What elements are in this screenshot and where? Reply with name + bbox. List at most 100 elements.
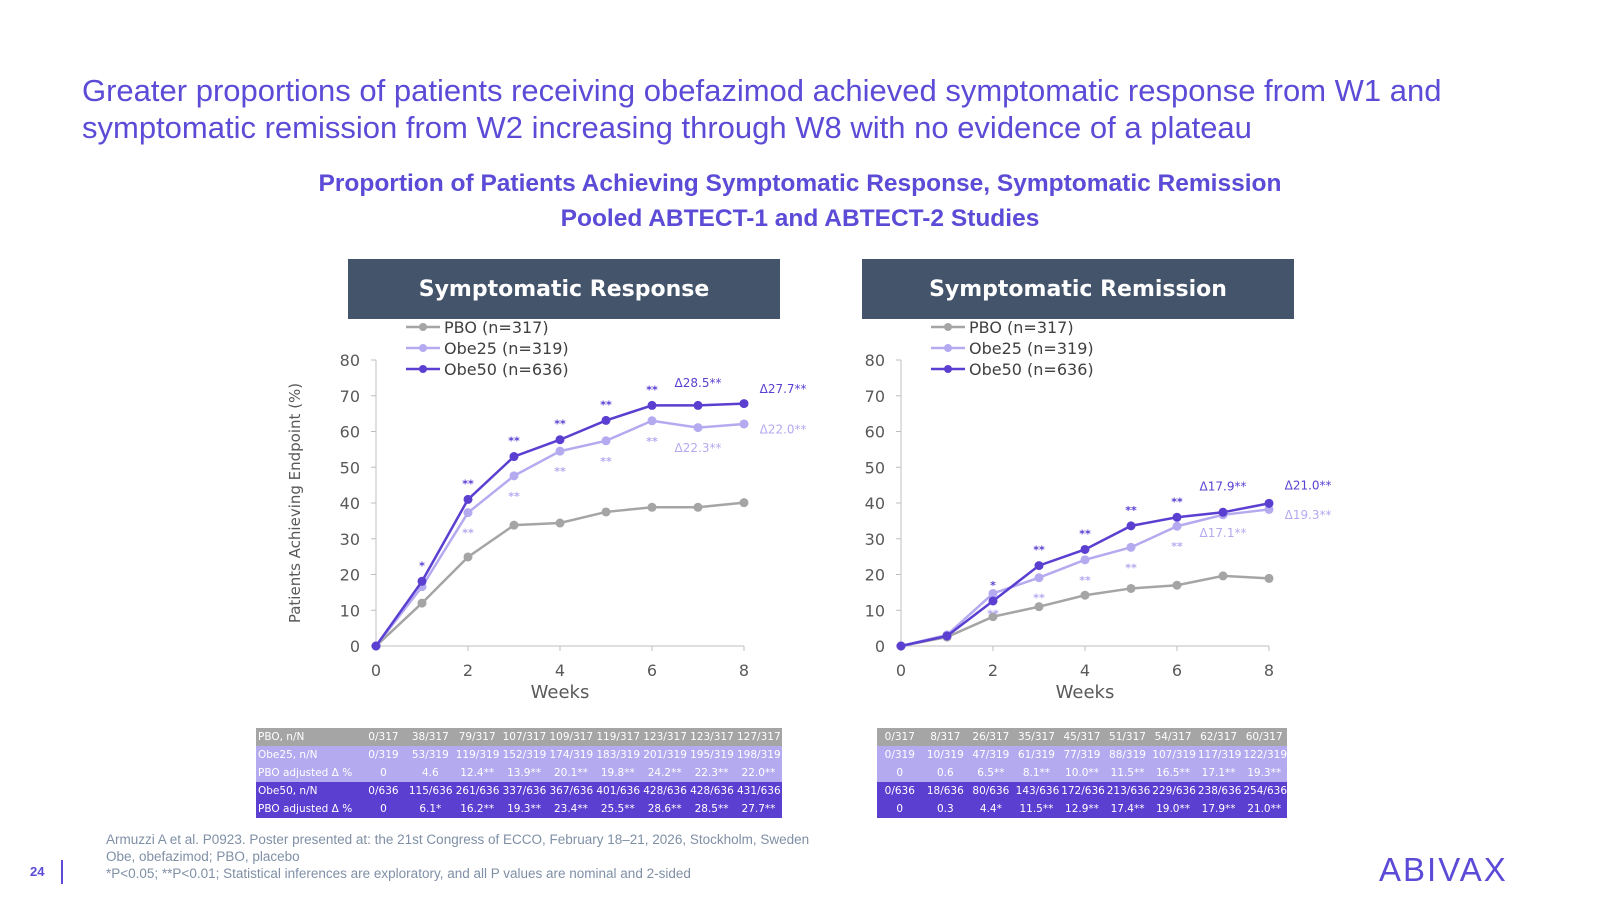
response-table-cell: 0/319 xyxy=(360,746,407,764)
remission-data-point xyxy=(896,641,906,651)
remission-x-axis-title: Weeks xyxy=(1056,682,1115,703)
response-significance-mark: ** xyxy=(462,477,474,490)
response-table-cell: 23.4** xyxy=(547,800,595,818)
remission-x-tick-label: 6 xyxy=(1172,661,1182,680)
response-table-cell: 119/319 xyxy=(453,746,501,764)
response-chart-header: Symptomatic Response xyxy=(348,259,780,319)
response-significance-mark: ** xyxy=(646,435,658,448)
remission-data-point xyxy=(1218,507,1228,517)
remission-y-tick-label: 70 xyxy=(865,387,885,406)
remission-legend-label: PBO (n=317) xyxy=(969,320,1074,337)
remission-table-cell: 0.3 xyxy=(922,800,969,818)
response-data-point xyxy=(739,399,749,409)
response-y-tick-label: 40 xyxy=(340,494,360,513)
remission-table-cell: 4.4* xyxy=(968,800,1014,818)
response-table-cell: 20.1** xyxy=(547,764,595,782)
remission-table-cell: 0/319 xyxy=(877,746,923,764)
remission-table-cell: 17.1** xyxy=(1195,764,1242,782)
response-data-point xyxy=(463,494,473,504)
remission-data-point xyxy=(1080,544,1090,554)
remission-table-cell: 19.3** xyxy=(1241,764,1287,782)
response-table-cell: 428/636 xyxy=(641,782,689,800)
response-legend-label: PBO (n=317) xyxy=(444,320,549,337)
remission-y-tick-label: 0 xyxy=(875,637,885,656)
response-table-cell: 19.3** xyxy=(500,800,548,818)
response-table-cell: 195/319 xyxy=(688,746,735,764)
remission-table-cell: 10/319 xyxy=(922,746,969,764)
remission-data-point xyxy=(1172,580,1182,590)
remission-table-cell: 54/317 xyxy=(1150,728,1196,746)
remission-table-cell: 61/319 xyxy=(1013,746,1060,764)
remission-significance-mark: ** xyxy=(1079,527,1091,540)
response-significance-mark: ** xyxy=(600,455,612,468)
response-data-point xyxy=(601,436,611,446)
response-table-cell: 428/636 xyxy=(688,782,735,800)
response-chart: 0 10 20 30 40 50 60 70 80 0 2 4 6 8 Weeks Patients Achi… xyxy=(286,320,807,703)
remission-table-cell: 60/317 xyxy=(1241,728,1287,746)
response-significance-mark: ** xyxy=(600,398,612,411)
remission-table-cell: 17.9** xyxy=(1195,800,1242,818)
remission-table-row: 0/317 8/317 26/317 35/317 45/317 51/317 54/317… xyxy=(877,728,1287,746)
response-data-point xyxy=(647,502,657,512)
remission-table-cell: 10.0** xyxy=(1059,764,1105,782)
remission-table-cell: 11.5** xyxy=(1104,764,1151,782)
remission-significance-mark: ** xyxy=(1033,592,1045,605)
response-significance-mark: ** xyxy=(646,383,658,396)
remission-data-point xyxy=(1264,498,1274,508)
slide-title: Greater proportions of patients receivin… xyxy=(82,73,1442,145)
response-table-cell: 6.1* xyxy=(406,800,454,818)
response-table-cell: 22.0** xyxy=(735,764,782,782)
response-table-cell: 337/636 xyxy=(500,782,548,800)
remission-data-point xyxy=(1034,602,1044,612)
response-table-cell: 401/636 xyxy=(594,782,642,800)
remission-table-cell: 229/636 xyxy=(1150,782,1196,800)
response-y-tick-label: 10 xyxy=(340,601,360,620)
response-table-row-label: PBO adjusted Δ % xyxy=(256,800,360,818)
response-significance-mark: ** xyxy=(554,418,566,431)
response-table-cell: 367/636 xyxy=(547,782,595,800)
remission-data-point xyxy=(1172,521,1182,531)
remission-delta-annotation: Δ19.3** xyxy=(1285,508,1332,522)
response-table-cell: 119/317 xyxy=(594,728,642,746)
remission-table-cell: 51/317 xyxy=(1104,728,1151,746)
abivax-logo: ABIVAX xyxy=(1379,852,1506,886)
response-table-cell: 16.2** xyxy=(453,800,501,818)
remission-data-point xyxy=(1080,590,1090,600)
response-table-cell: 38/317 xyxy=(406,728,454,746)
response-data-point xyxy=(693,400,703,410)
page-number: 24 xyxy=(30,864,45,879)
remission-data-point xyxy=(988,588,998,598)
remission-data-point xyxy=(942,631,952,641)
remission-data-point xyxy=(1034,573,1044,583)
remission-table-cell: 8/317 xyxy=(922,728,969,746)
remission-y-tick-label: 50 xyxy=(865,458,885,477)
footnote-abbreviations: Obe, obefazimod; PBO, placebo xyxy=(106,849,300,864)
response-data-point xyxy=(555,435,565,445)
response-table-cell: 27.7** xyxy=(735,800,782,818)
remission-chart-header: Symptomatic Remission xyxy=(862,259,1294,319)
remission-delta-annotation: Δ17.1** xyxy=(1200,526,1247,540)
response-data-point xyxy=(463,552,473,562)
remission-table-cell: 45/317 xyxy=(1059,728,1105,746)
remission-significance-mark: ** xyxy=(1171,495,1183,508)
response-table-cell: 174/319 xyxy=(547,746,595,764)
remission-table-cell: 19.0** xyxy=(1150,800,1196,818)
response-table-cell: 4.6 xyxy=(406,764,454,782)
remission-x-tick-label: 8 xyxy=(1264,661,1274,680)
remission-table-cell: 35/317 xyxy=(1013,728,1060,746)
remission-data-point xyxy=(1218,571,1228,581)
remission-table-cell: 80/636 xyxy=(968,782,1014,800)
remission-significance-mark: ** xyxy=(1125,561,1137,574)
response-table-cell: 24.2** xyxy=(641,764,689,782)
page-number-divider xyxy=(61,860,63,884)
response-data-point xyxy=(555,518,565,528)
remission-table-cell: 107/319 xyxy=(1150,746,1196,764)
response-table-cell: 53/319 xyxy=(406,746,454,764)
response-x-tick-label: 4 xyxy=(555,661,565,680)
remission-table-cell: 11.5** xyxy=(1013,800,1060,818)
response-x-tick-label: 8 xyxy=(739,661,749,680)
response-table-row-label: Obe25, n/N xyxy=(256,746,360,764)
response-table-cell: 79/317 xyxy=(453,728,501,746)
response-legend-swatch-marker xyxy=(419,323,427,331)
chart-subtitle-line1: Proportion of Patients Achieving Symptom… xyxy=(318,170,1282,197)
